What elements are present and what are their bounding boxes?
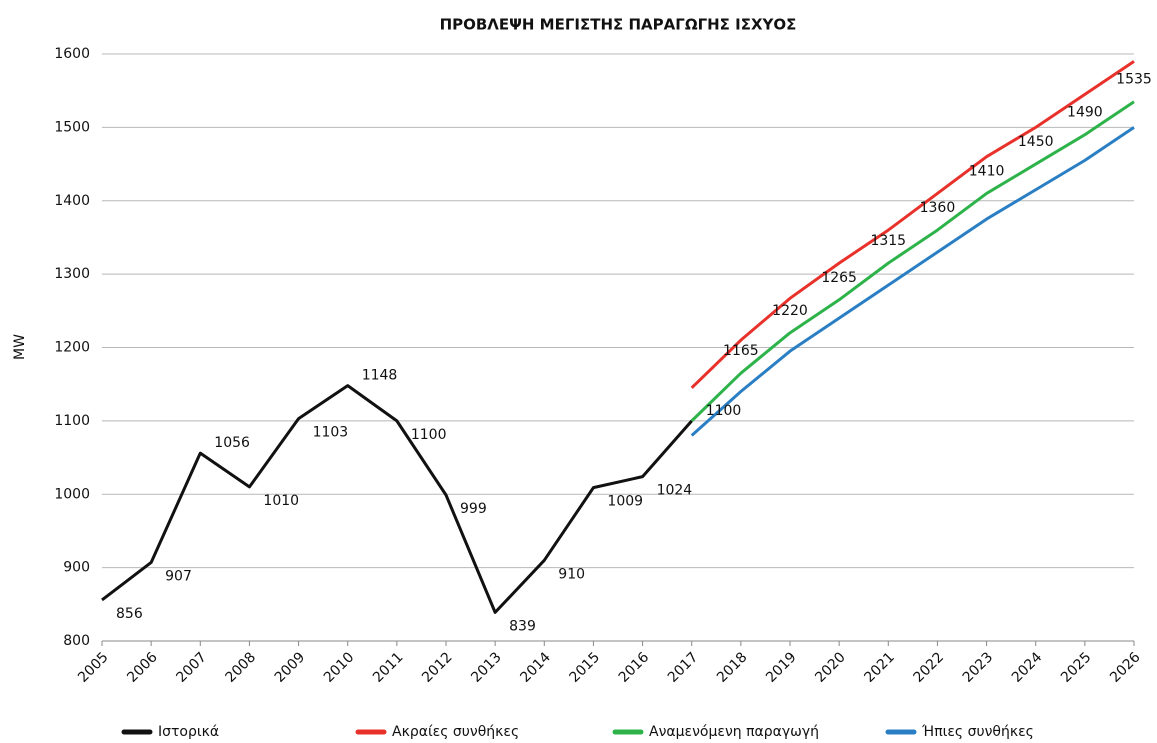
y-tick-label: 1500	[54, 119, 90, 135]
data-label: 1010	[263, 493, 299, 509]
x-tick-label: 2017	[665, 649, 702, 686]
data-label: 1148	[362, 368, 398, 384]
x-tick-label: 2011	[370, 649, 407, 686]
legend-label: Ιστορικά	[158, 724, 219, 740]
data-label: 1360	[920, 200, 956, 216]
x-tick-label: 2020	[812, 649, 849, 686]
legend-label: Ακραίες συνθήκες	[392, 724, 519, 740]
x-tick-label: 2016	[616, 649, 653, 686]
data-label: 1315	[870, 233, 906, 249]
x-tick-label: 2006	[124, 649, 161, 686]
x-tick-label: 2005	[75, 649, 112, 686]
x-tick-label: 2014	[517, 649, 554, 686]
data-label: 1490	[1067, 105, 1103, 121]
data-label: 1009	[607, 494, 643, 510]
data-label: 1265	[821, 270, 857, 286]
data-label: 839	[509, 618, 536, 634]
data-label: 910	[558, 566, 585, 582]
x-tick-label: 2007	[173, 649, 210, 686]
data-label: 856	[116, 606, 143, 622]
y-tick-label: 900	[63, 560, 90, 576]
y-axis-label: MW	[12, 334, 28, 360]
data-label: 1410	[969, 163, 1005, 179]
x-tick-label: 2009	[272, 649, 309, 686]
y-tick-label: 1600	[54, 46, 90, 62]
y-tick-label: 1400	[54, 193, 90, 209]
x-tick-label: 2024	[1009, 649, 1046, 686]
data-label: 1056	[214, 435, 250, 451]
x-tick-label: 2018	[714, 649, 751, 686]
line-series	[690, 100, 1135, 422]
x-tick-label: 2012	[419, 649, 456, 686]
data-label: 907	[165, 568, 192, 584]
line-series	[690, 126, 1135, 437]
chart-title: ΠΡΟΒΛΕΨΗ ΜΕΓΙΣΤΗΣ ΠΑΡΑΓΩΓΗΣ ΙΣΧΥΟΣ	[440, 16, 797, 34]
line-series	[690, 60, 1135, 389]
y-tick-label: 1300	[54, 266, 90, 282]
legend-label: Αναμενόμενη παραγωγή	[649, 724, 819, 740]
data-label: 1535	[1116, 72, 1152, 88]
x-tick-label: 2021	[861, 649, 898, 686]
data-label: 1024	[657, 483, 693, 499]
x-tick-label: 2022	[911, 649, 948, 686]
data-label: 999	[460, 501, 487, 517]
x-tick-label: 2008	[223, 649, 260, 686]
x-tick-label: 2023	[960, 649, 997, 686]
data-label: 1100	[411, 427, 447, 443]
data-label: 1100	[706, 403, 742, 419]
y-tick-label: 1200	[54, 340, 90, 356]
x-tick-label: 2013	[468, 649, 505, 686]
line-series	[101, 384, 693, 614]
x-tick-label: 2019	[763, 649, 800, 686]
x-tick-label: 2015	[567, 649, 604, 686]
y-tick-label: 1100	[54, 413, 90, 429]
x-tick-label: 2010	[321, 649, 358, 686]
x-tick-label: 2026	[1107, 649, 1144, 686]
data-label: 1103	[313, 425, 349, 441]
data-label: 1165	[723, 343, 759, 359]
data-label: 1450	[1018, 134, 1054, 150]
y-tick-label: 1000	[54, 486, 90, 502]
data-label: 1220	[772, 303, 808, 319]
x-tick-label: 2025	[1058, 649, 1095, 686]
y-tick-label: 800	[63, 633, 90, 649]
legend-label: Ήπιες συνθήκες	[921, 724, 1034, 740]
